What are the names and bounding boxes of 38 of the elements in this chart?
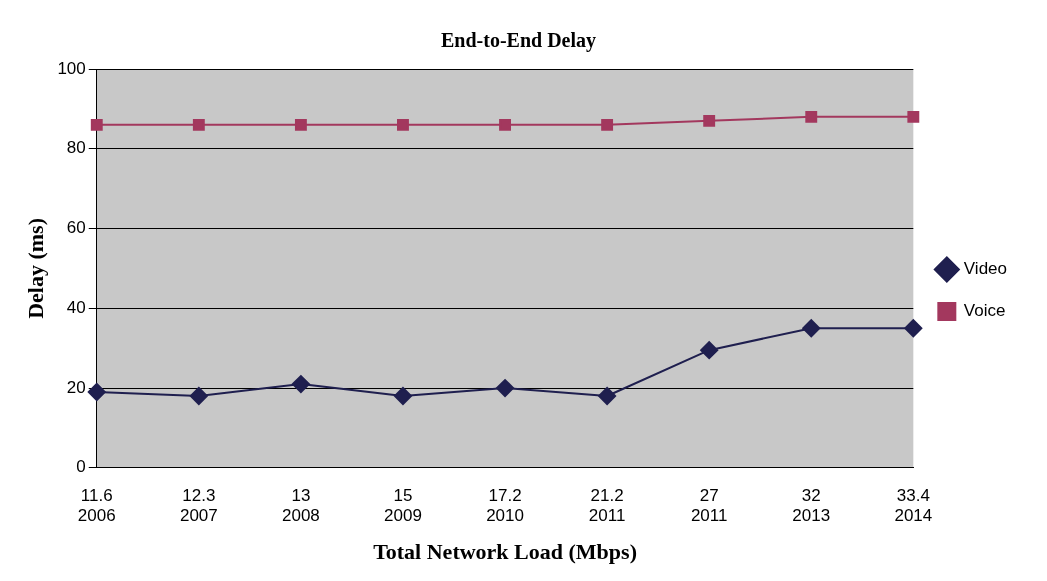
x-tick-label: 27 2011 <box>690 485 728 526</box>
chart-title: End-to-End Delay <box>440 29 597 53</box>
point <box>703 114 716 127</box>
x-tick-label: 11.6 2006 <box>77 485 116 526</box>
point <box>496 379 515 398</box>
y-tick-label: 60 <box>66 218 86 238</box>
point <box>397 118 409 131</box>
y-tick-label: 100 <box>57 58 86 78</box>
legend-label: Voice <box>963 301 1006 321</box>
x-tick-label: 21.2 2011 <box>588 485 626 526</box>
point <box>802 319 821 338</box>
y-tick-label: 80 <box>66 138 86 158</box>
point <box>87 383 106 402</box>
x-axis-title: Total Network Load (Mbps) <box>373 539 637 565</box>
x-tick-label: 32 2013 <box>792 485 831 526</box>
point <box>904 319 923 338</box>
point <box>192 118 205 131</box>
x-tick-label: 12.3 2007 <box>179 485 218 526</box>
point <box>598 387 617 406</box>
y-tick-label: 40 <box>66 297 86 317</box>
x-tick-label: 17.2 2010 <box>486 485 524 526</box>
point <box>601 118 614 131</box>
x-tick-label: 13 2008 <box>281 485 320 526</box>
y-tick-label: 20 <box>66 377 86 397</box>
x-tick-label: 33.4 2014 <box>894 485 933 526</box>
y-tick-label: 0 <box>76 457 86 477</box>
point <box>189 387 208 406</box>
point <box>393 387 412 406</box>
point <box>700 341 719 360</box>
y-axis-title: Delay (ms) <box>22 217 48 319</box>
point <box>499 118 511 131</box>
legend-label: Video <box>963 259 1008 279</box>
point <box>291 375 310 394</box>
point <box>294 118 307 131</box>
x-tick-label: 15 2009 <box>384 485 422 526</box>
point <box>90 118 103 131</box>
point <box>805 110 818 123</box>
point <box>907 110 920 123</box>
